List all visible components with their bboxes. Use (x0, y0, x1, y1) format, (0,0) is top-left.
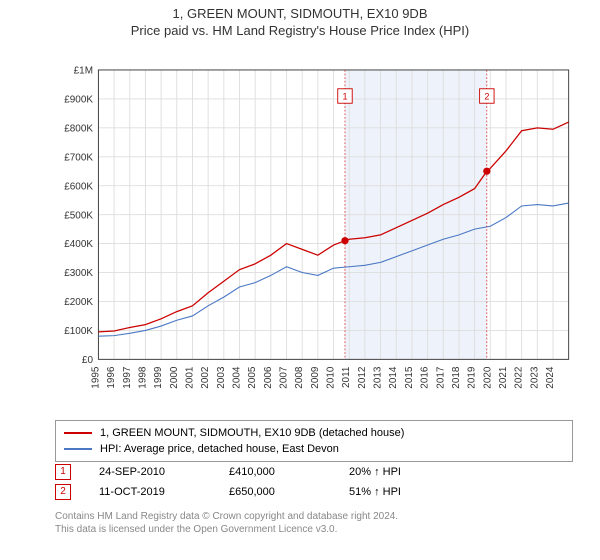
legend-item-1: HPI: Average price, detached house, East… (64, 441, 564, 457)
svg-text:2006: 2006 (263, 366, 274, 389)
svg-text:£600K: £600K (64, 181, 93, 192)
svg-text:2014: 2014 (388, 366, 399, 389)
chart: £0 £100K £200K £300K £400K £500K £600K £700K £80… (55, 50, 575, 370)
svg-text:£300K: £300K (64, 268, 93, 279)
svg-text:£500K: £500K (64, 210, 93, 221)
svg-text:2012: 2012 (357, 366, 368, 389)
svg-text:2015: 2015 (404, 366, 415, 389)
title-line1: 1, GREEN MOUNT, SIDMOUTH, EX10 9DB (0, 6, 600, 21)
svg-text:2020: 2020 (482, 366, 493, 389)
svg-text:2016: 2016 (420, 366, 431, 389)
svg-text:£0: £0 (82, 355, 94, 366)
svg-text:2008: 2008 (294, 366, 305, 389)
event-price-0: £410,000 (229, 466, 349, 478)
event-diff-0: 20% ↑ HPI (349, 466, 401, 478)
svg-text:2002: 2002 (200, 366, 211, 389)
svg-text:2019: 2019 (467, 366, 478, 389)
svg-text:£100K: £100K (64, 326, 93, 337)
svg-text:£1M: £1M (74, 66, 93, 77)
footer: Contains HM Land Registry data © Crown c… (55, 510, 398, 536)
legend-swatch-0 (64, 432, 92, 434)
svg-text:2017: 2017 (435, 366, 446, 389)
event-badge-0: 1 (55, 464, 71, 480)
svg-text:£900K: £900K (64, 95, 93, 106)
title-line2: Price paid vs. HM Land Registry's House … (0, 23, 600, 38)
title-block: 1, GREEN MOUNT, SIDMOUTH, EX10 9DB Price… (0, 0, 600, 38)
svg-text:2010: 2010 (326, 366, 337, 389)
svg-text:1997: 1997 (122, 366, 133, 389)
svg-text:2021: 2021 (498, 366, 509, 389)
svg-text:2005: 2005 (247, 366, 258, 389)
svg-text:2022: 2022 (514, 366, 525, 389)
chart-svg: £0 £100K £200K £300K £400K £500K £600K £700K £80… (55, 50, 575, 420)
events-table: 1 24-SEP-2010 £410,000 20% ↑ HPI 2 11-OC… (55, 462, 401, 502)
svg-text:£800K: £800K (64, 123, 93, 134)
event-row-1: 2 11-OCT-2019 £650,000 51% ↑ HPI (55, 482, 401, 502)
svg-text:2024: 2024 (545, 366, 556, 389)
svg-text:2001: 2001 (184, 366, 195, 389)
svg-text:£400K: £400K (64, 239, 93, 250)
svg-text:2: 2 (484, 92, 489, 102)
svg-text:1995: 1995 (90, 366, 101, 389)
event-row-0: 1 24-SEP-2010 £410,000 20% ↑ HPI (55, 462, 401, 482)
legend: 1, GREEN MOUNT, SIDMOUTH, EX10 9DB (deta… (55, 420, 573, 462)
event-price-1: £650,000 (229, 486, 349, 498)
svg-text:2011: 2011 (341, 366, 352, 388)
svg-text:2013: 2013 (373, 366, 384, 389)
svg-text:1999: 1999 (153, 366, 164, 389)
svg-text:1998: 1998 (137, 366, 148, 389)
event-date-1: 11-OCT-2019 (99, 486, 229, 498)
event-date-0: 24-SEP-2010 (99, 466, 229, 478)
event-diff-1: 51% ↑ HPI (349, 486, 401, 498)
legend-swatch-1 (64, 448, 92, 450)
legend-label-0: 1, GREEN MOUNT, SIDMOUTH, EX10 9DB (deta… (100, 427, 404, 439)
legend-item-0: 1, GREEN MOUNT, SIDMOUTH, EX10 9DB (deta… (64, 425, 564, 441)
svg-text:2009: 2009 (310, 366, 321, 389)
event-badge-1: 2 (55, 484, 71, 500)
svg-text:2023: 2023 (529, 366, 540, 389)
page-root: 1, GREEN MOUNT, SIDMOUTH, EX10 9DB Price… (0, 0, 600, 560)
svg-text:1996: 1996 (106, 366, 117, 389)
svg-text:2000: 2000 (169, 366, 180, 389)
svg-text:2007: 2007 (279, 366, 290, 389)
svg-text:2018: 2018 (451, 366, 462, 389)
svg-text:£200K: £200K (64, 297, 93, 308)
svg-text:2003: 2003 (216, 366, 227, 389)
svg-text:£700K: £700K (64, 152, 93, 163)
footer-line1: Contains HM Land Registry data © Crown c… (55, 510, 398, 523)
svg-text:2004: 2004 (231, 366, 242, 389)
footer-line2: This data is licensed under the Open Gov… (55, 523, 398, 536)
svg-text:1: 1 (342, 92, 347, 102)
legend-label-1: HPI: Average price, detached house, East… (100, 443, 339, 455)
